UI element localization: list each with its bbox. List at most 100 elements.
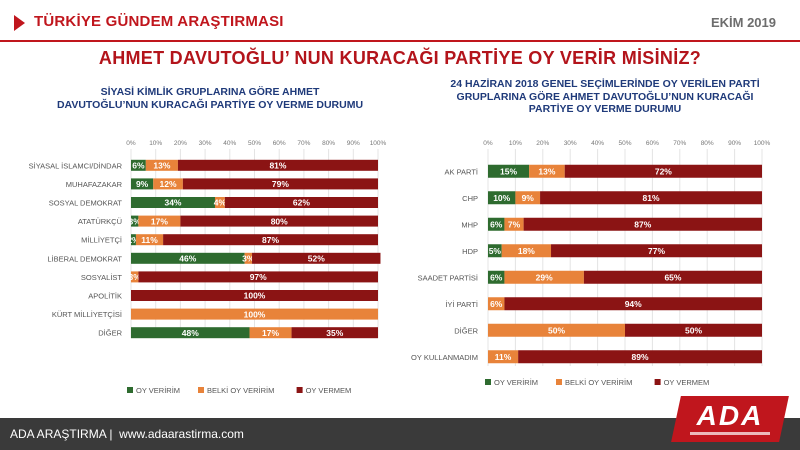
right-chart-data-label: 77% [648, 246, 665, 256]
left-chart-bar-segment [224, 197, 378, 208]
right-chart-title-line-2: GRUPLARINA GÖRE AHMET DAVUTOĞLU’NUN KURA… [456, 90, 754, 103]
left-chart-bar-segment [252, 252, 381, 264]
right-stacked-bar-chart: 0% 10% 20% 30% 40% 50% 60% 70% 80% 90% 100% AK PART… [411, 140, 771, 387]
left-chart-bar-segment [145, 159, 178, 171]
left-chart-category-label: DİĞER [98, 329, 122, 338]
right-chart-data-label: 72% [655, 166, 672, 176]
left-chart-data-label: 79% [272, 179, 289, 189]
footer-text: ADA ARAŞTIRMA | www.adaarastirma.com [10, 427, 244, 441]
right-chart-title-line-3: PARTİYE OY VERME DURUMU [528, 103, 682, 115]
left-chart-data-label: 81% [269, 161, 286, 171]
left-chart-bar-segment [138, 271, 378, 283]
right-chart-data-label: 50% [548, 325, 565, 335]
right-chart-legend-swatch [556, 379, 562, 385]
right-chart-title: 24 HAZİRAN 2018 GENEL SEÇİMLERİNDE OY VE… [425, 78, 785, 116]
left-chart-x-tick-label: 80% [322, 140, 335, 147]
left-chart-x-tick-label: 90% [347, 140, 360, 147]
right-chart-x-tick-label: 0% [483, 140, 493, 147]
right-chart-title-line-1: 24 HAZİRAN 2018 GENEL SEÇİMLERİNDE OY VE… [450, 78, 760, 90]
left-chart-bar-segment [131, 308, 378, 320]
left-chart-category-label: SOSYALİST [81, 273, 123, 282]
right-chart-bar-segment [625, 323, 762, 337]
left-chart-data-label: 17% [262, 328, 279, 338]
left-chart-data-label: 34% [164, 198, 181, 208]
left-chart-bar-segment [153, 178, 183, 190]
left-chart-x-tick-label: 40% [223, 140, 236, 147]
left-chart-bar-segment [135, 234, 164, 246]
left-chart-category-label: MİLLİYETÇİ [81, 236, 122, 245]
right-chart-data-label: 5% [489, 246, 502, 256]
left-chart-x-tick-label: 60% [273, 140, 286, 147]
right-chart-category-label: AK PARTİ [445, 167, 478, 176]
left-chart-data-label: 17% [151, 216, 168, 226]
right-chart-category-label: MHP [461, 220, 478, 229]
left-chart-bar-segment [131, 290, 378, 301]
right-chart-bar-segment [504, 297, 762, 311]
left-chart-bar-segment [131, 252, 245, 264]
right-chart-x-tick-label: 30% [564, 140, 577, 147]
left-chart-legend-swatch [198, 387, 204, 393]
left-chart-title: SİYASİ KİMLİK GRUPLARINA GÖRE AHMET DAVU… [30, 86, 390, 111]
left-chart-bar-segment [131, 159, 146, 171]
left-chart-data-label: 80% [271, 216, 288, 226]
left-chart-bar-segment [131, 197, 215, 208]
report-date: EKİM 2019 [710, 15, 776, 30]
right-chart-data-label: 13% [538, 166, 555, 176]
footer-separator: | [109, 427, 113, 441]
left-chart-legend-label: BELKİ OY VERİRİM [207, 386, 274, 395]
right-chart-data-label: 10% [493, 193, 510, 203]
left-chart-legend-swatch [127, 387, 133, 393]
logo-underline [690, 432, 770, 435]
left-chart-data-label: 11% [141, 235, 158, 245]
right-chart-bar-segment [488, 270, 505, 284]
right-chart-bar-segment [529, 164, 565, 178]
right-chart-legend-label: BELKİ OY VERİRİM [565, 378, 632, 387]
right-chart-bar-segment [504, 217, 524, 231]
left-chart-category-label: ATATÜRKÇÜ [78, 217, 122, 226]
right-chart-x-tick-label: 80% [701, 140, 714, 147]
left-chart-data-label: 100% [244, 309, 266, 319]
right-chart-x-tick-label: 70% [673, 140, 686, 147]
right-chart-data-label: 6% [490, 299, 503, 309]
left-chart-legend-label: OY VERMEM [306, 386, 352, 395]
header-divider [0, 40, 800, 42]
right-chart-bar-segment [564, 164, 762, 178]
left-chart-x-tick-label: 70% [297, 140, 310, 147]
right-chart-legend-label: OY VERMEM [664, 378, 710, 387]
arrow-icon [14, 15, 25, 31]
right-chart-x-tick-label: 50% [618, 140, 631, 147]
left-chart-data-label: 62% [293, 198, 310, 208]
left-chart-data-label: 3% [242, 254, 255, 264]
left-chart-legend-swatch [296, 387, 303, 393]
right-chart-bar-segment [488, 217, 505, 231]
right-chart-bar-segment [523, 217, 762, 231]
left-chart-bar-segment [131, 215, 139, 227]
left-chart-category-label: KÜRT MİLLİYETÇİSİ [52, 310, 122, 319]
left-chart-x-tick-label: 30% [199, 140, 212, 147]
right-chart-bar-segment [501, 244, 552, 258]
website-link[interactable]: www.adaarastirma.com [119, 427, 244, 441]
right-chart-data-label: 6% [490, 272, 503, 282]
right-chart-category-label: SAADET PARTİSİ [418, 273, 478, 282]
left-chart-title-line-2: DAVUTOĞLU’NUN KURACAĞI PARTİYE OY VERME … [56, 98, 364, 111]
left-chart-bar-segment [182, 178, 378, 190]
right-chart-bar-segment [504, 270, 584, 284]
right-chart-bar-segment [551, 244, 762, 258]
ada-logo-text: ADA [696, 400, 764, 431]
right-chart-data-label: 50% [685, 325, 702, 335]
right-chart-x-tick-label: 20% [536, 140, 549, 147]
left-chart-data-label: 3% [129, 272, 142, 282]
left-chart-title-line-1: SİYASİ KİMLİK GRUPLARINA GÖRE AHMET [100, 86, 320, 98]
left-chart-data-label: 52% [308, 254, 325, 264]
left-chart-data-label: 9% [136, 179, 149, 189]
footer-bar: ADA ARAŞTIRMA | www.adaarastirma.com [0, 418, 800, 450]
left-chart-data-label: 97% [250, 272, 267, 282]
left-chart-bar-segment [131, 178, 154, 190]
right-chart-data-label: 87% [634, 219, 651, 229]
right-chart-x-tick-label: 90% [728, 140, 741, 147]
right-chart-bar-segment [488, 323, 625, 337]
left-chart-bar-segment [138, 215, 181, 227]
left-chart-bar-segment [180, 215, 378, 227]
left-chart-legend-label: OY VERİRİM [136, 386, 180, 395]
right-chart-legend-label: OY VERİRİM [494, 378, 538, 387]
